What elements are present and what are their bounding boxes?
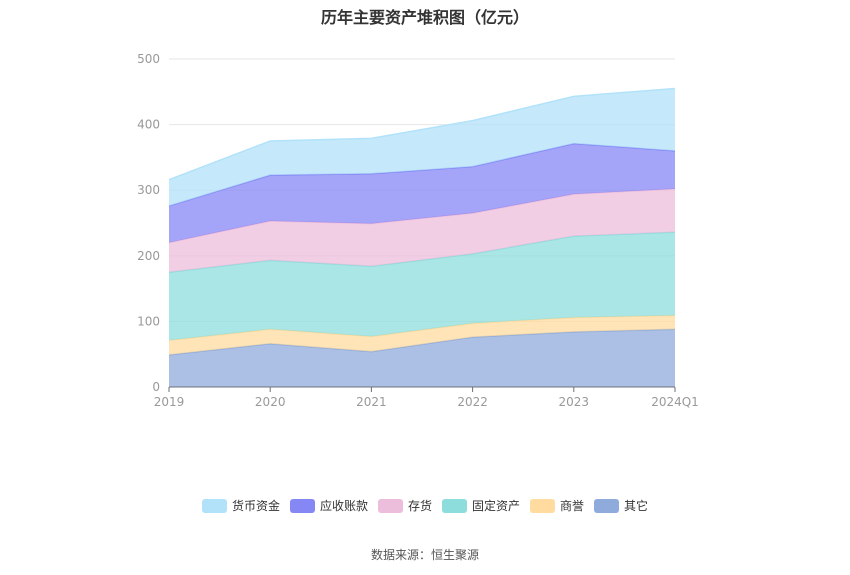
area-series-group (168, 87, 676, 387)
legend-swatch (377, 498, 403, 513)
stacked-area-chart: 0 100 200 300 400 500 2019 2020 2021 2022 2023 2024… (137, 52, 699, 409)
chart-title: 历年主要资产堆积图（亿元） (320, 8, 529, 27)
y-tick-label: 500 (137, 52, 160, 66)
area-series-固定资产 (169, 232, 675, 341)
legend-item[interactable]: 应收账款 (289, 497, 368, 514)
area-series-edge-货币资金 (168, 87, 676, 181)
legend-item[interactable]: 固定资产 (442, 497, 520, 514)
x-tick-label: 2022 (457, 395, 488, 409)
legend-label: 商誉 (560, 499, 585, 513)
area-series-其它 (169, 329, 675, 387)
legend-label: 应收账款 (319, 499, 368, 513)
legend-label: 货币资金 (231, 499, 280, 513)
legend-item[interactable]: 货币资金 (201, 497, 280, 514)
x-tick-label: 2024Q1 (651, 395, 699, 409)
legend-swatch (442, 498, 467, 513)
chart-legend: 货币资金 应收账款 存货 固定资产 商誉 其它 (0, 497, 850, 514)
legend-item[interactable]: 存货 (377, 497, 432, 514)
legend-swatch (201, 498, 227, 513)
area-series-货币资金 (169, 88, 675, 206)
legend-label: 存货 (407, 499, 432, 513)
area-series-商誉 (169, 315, 675, 355)
axes: 0 100 200 300 400 500 2019 2020 2021 2022 2023 2024… (137, 52, 699, 409)
legend-swatch (530, 498, 556, 513)
data-source-note: 数据来源：恒生聚源 (370, 548, 479, 562)
area-series-存货 (169, 188, 675, 273)
y-tick-label: 0 (152, 380, 160, 394)
legend-item[interactable]: 其它 (594, 497, 648, 514)
legend-label: 其它 (624, 499, 649, 513)
x-tick-label: 2019 (154, 395, 185, 409)
area-series-应收账款 (169, 143, 675, 243)
legend-swatch (594, 498, 620, 513)
x-tick-label: 2023 (559, 395, 590, 409)
y-tick-label: 200 (137, 249, 160, 263)
legend-swatch (289, 498, 315, 513)
x-tick-label: 2020 (255, 395, 286, 409)
legend-label: 固定资产 (472, 499, 521, 513)
x-tick-label: 2021 (356, 395, 387, 409)
y-tick-label: 400 (137, 118, 160, 132)
y-tick-label: 300 (137, 183, 160, 197)
y-tick-label: 100 (137, 314, 160, 328)
legend-item[interactable]: 商誉 (530, 497, 584, 514)
